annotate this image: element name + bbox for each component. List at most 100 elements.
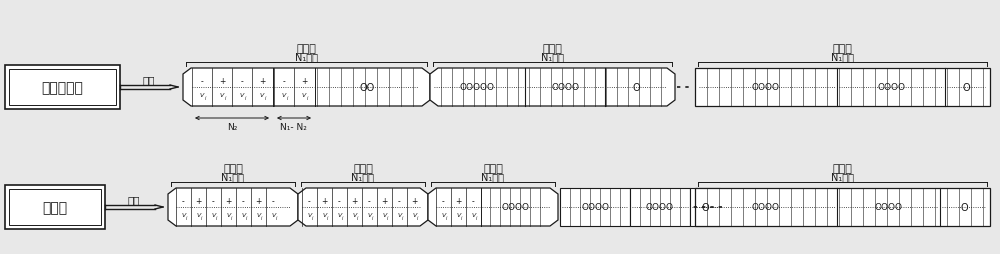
Text: N₁个点: N₁个点 (541, 52, 564, 62)
Text: +: + (455, 196, 462, 205)
Text: i: i (476, 215, 477, 220)
Text: V: V (271, 213, 276, 218)
Text: i: i (261, 215, 262, 220)
Text: V: V (367, 213, 372, 218)
Text: i: i (186, 215, 187, 220)
Text: i: i (327, 215, 328, 220)
Text: i: i (417, 215, 418, 220)
Text: 字符同步帧: 字符同步帧 (42, 81, 83, 95)
Text: V: V (241, 213, 246, 218)
Polygon shape (428, 188, 558, 226)
Bar (695, 188, 990, 226)
Text: 第一节: 第一节 (223, 163, 243, 173)
Text: i: i (461, 215, 462, 220)
Text: -: - (212, 196, 215, 205)
Text: V: V (456, 213, 461, 218)
Text: N₁个点: N₁个点 (831, 171, 854, 181)
Text: -: - (182, 196, 185, 205)
Text: -: - (308, 196, 311, 205)
Text: i: i (201, 215, 202, 220)
Text: i: i (372, 215, 373, 220)
Text: OOOO: OOOO (752, 203, 780, 212)
Text: -: - (201, 77, 203, 86)
Text: V: V (352, 213, 357, 218)
Bar (5, 185, 105, 229)
Text: +: + (321, 196, 328, 205)
Text: -: - (283, 77, 285, 86)
Text: V: V (307, 213, 312, 218)
Text: +: + (381, 196, 388, 205)
Text: O: O (632, 83, 640, 93)
Text: V: V (282, 93, 286, 98)
Text: V: V (226, 213, 231, 218)
Text: N₁个点: N₁个点 (831, 52, 854, 62)
Text: V: V (337, 213, 342, 218)
Text: N₂: N₂ (227, 122, 237, 132)
Text: i: i (231, 215, 232, 220)
Bar (560, 188, 630, 226)
Text: OOOO: OOOO (646, 203, 674, 212)
Text: i: i (446, 215, 447, 220)
Text: i: i (216, 215, 217, 220)
Text: -: - (368, 196, 371, 205)
Text: OOOO: OOOO (581, 203, 609, 212)
Text: i: i (225, 95, 226, 100)
Text: V: V (240, 93, 244, 98)
Text: OO: OO (360, 83, 375, 93)
Text: +: + (351, 196, 358, 205)
Text: i: i (246, 215, 247, 220)
Bar (9, 70, 116, 106)
Text: 标志帧: 标志帧 (42, 200, 68, 214)
Text: -: - (472, 196, 475, 205)
Text: V: V (382, 213, 387, 218)
Text: -: - (272, 196, 275, 205)
Text: -: - (338, 196, 341, 205)
Polygon shape (183, 69, 430, 107)
Text: V: V (441, 213, 446, 218)
Text: i: i (342, 215, 343, 220)
Text: i: i (312, 215, 313, 220)
Polygon shape (430, 69, 675, 107)
Text: +: + (411, 196, 418, 205)
Text: +: + (255, 196, 262, 205)
Text: OOOOO: OOOOO (460, 83, 495, 92)
Text: V: V (412, 213, 417, 218)
Text: N₁个点: N₁个点 (352, 171, 374, 181)
Bar (695, 69, 990, 107)
Text: +: + (195, 196, 202, 205)
Text: +: + (301, 77, 307, 86)
Text: i: i (265, 95, 266, 100)
Text: 第三节: 第三节 (483, 163, 503, 173)
Text: O: O (960, 202, 968, 212)
Text: i: i (387, 215, 388, 220)
Text: N₁个点: N₁个点 (222, 171, 244, 181)
Text: 展开: 展开 (143, 75, 155, 85)
Bar (9, 189, 101, 225)
Text: V: V (397, 213, 402, 218)
Text: -: - (398, 196, 401, 205)
Text: i: i (276, 215, 277, 220)
Text: OOOO: OOOO (551, 83, 579, 92)
Text: V: V (196, 213, 201, 218)
Text: V: V (200, 93, 204, 98)
Text: 第一节: 第一节 (297, 44, 316, 54)
Text: N₁- N₂: N₁- N₂ (280, 122, 307, 132)
Text: O: O (963, 83, 970, 93)
Text: OOOO: OOOO (752, 83, 780, 92)
Text: +: + (225, 196, 232, 205)
Text: 第二节: 第二节 (353, 163, 373, 173)
Text: 第十节: 第十节 (833, 44, 852, 54)
Bar (630, 188, 690, 226)
Text: V: V (322, 213, 327, 218)
Text: -: - (241, 77, 243, 86)
Text: 第二节: 第二节 (543, 44, 562, 54)
Text: V: V (211, 213, 216, 218)
Text: -: - (242, 196, 245, 205)
Text: i: i (402, 215, 403, 220)
Text: N₁个点: N₁个点 (482, 171, 505, 181)
Text: +: + (219, 77, 225, 86)
Bar (5, 66, 120, 109)
Text: V: V (220, 93, 224, 98)
Bar (690, 188, 720, 226)
Text: i: i (357, 215, 358, 220)
